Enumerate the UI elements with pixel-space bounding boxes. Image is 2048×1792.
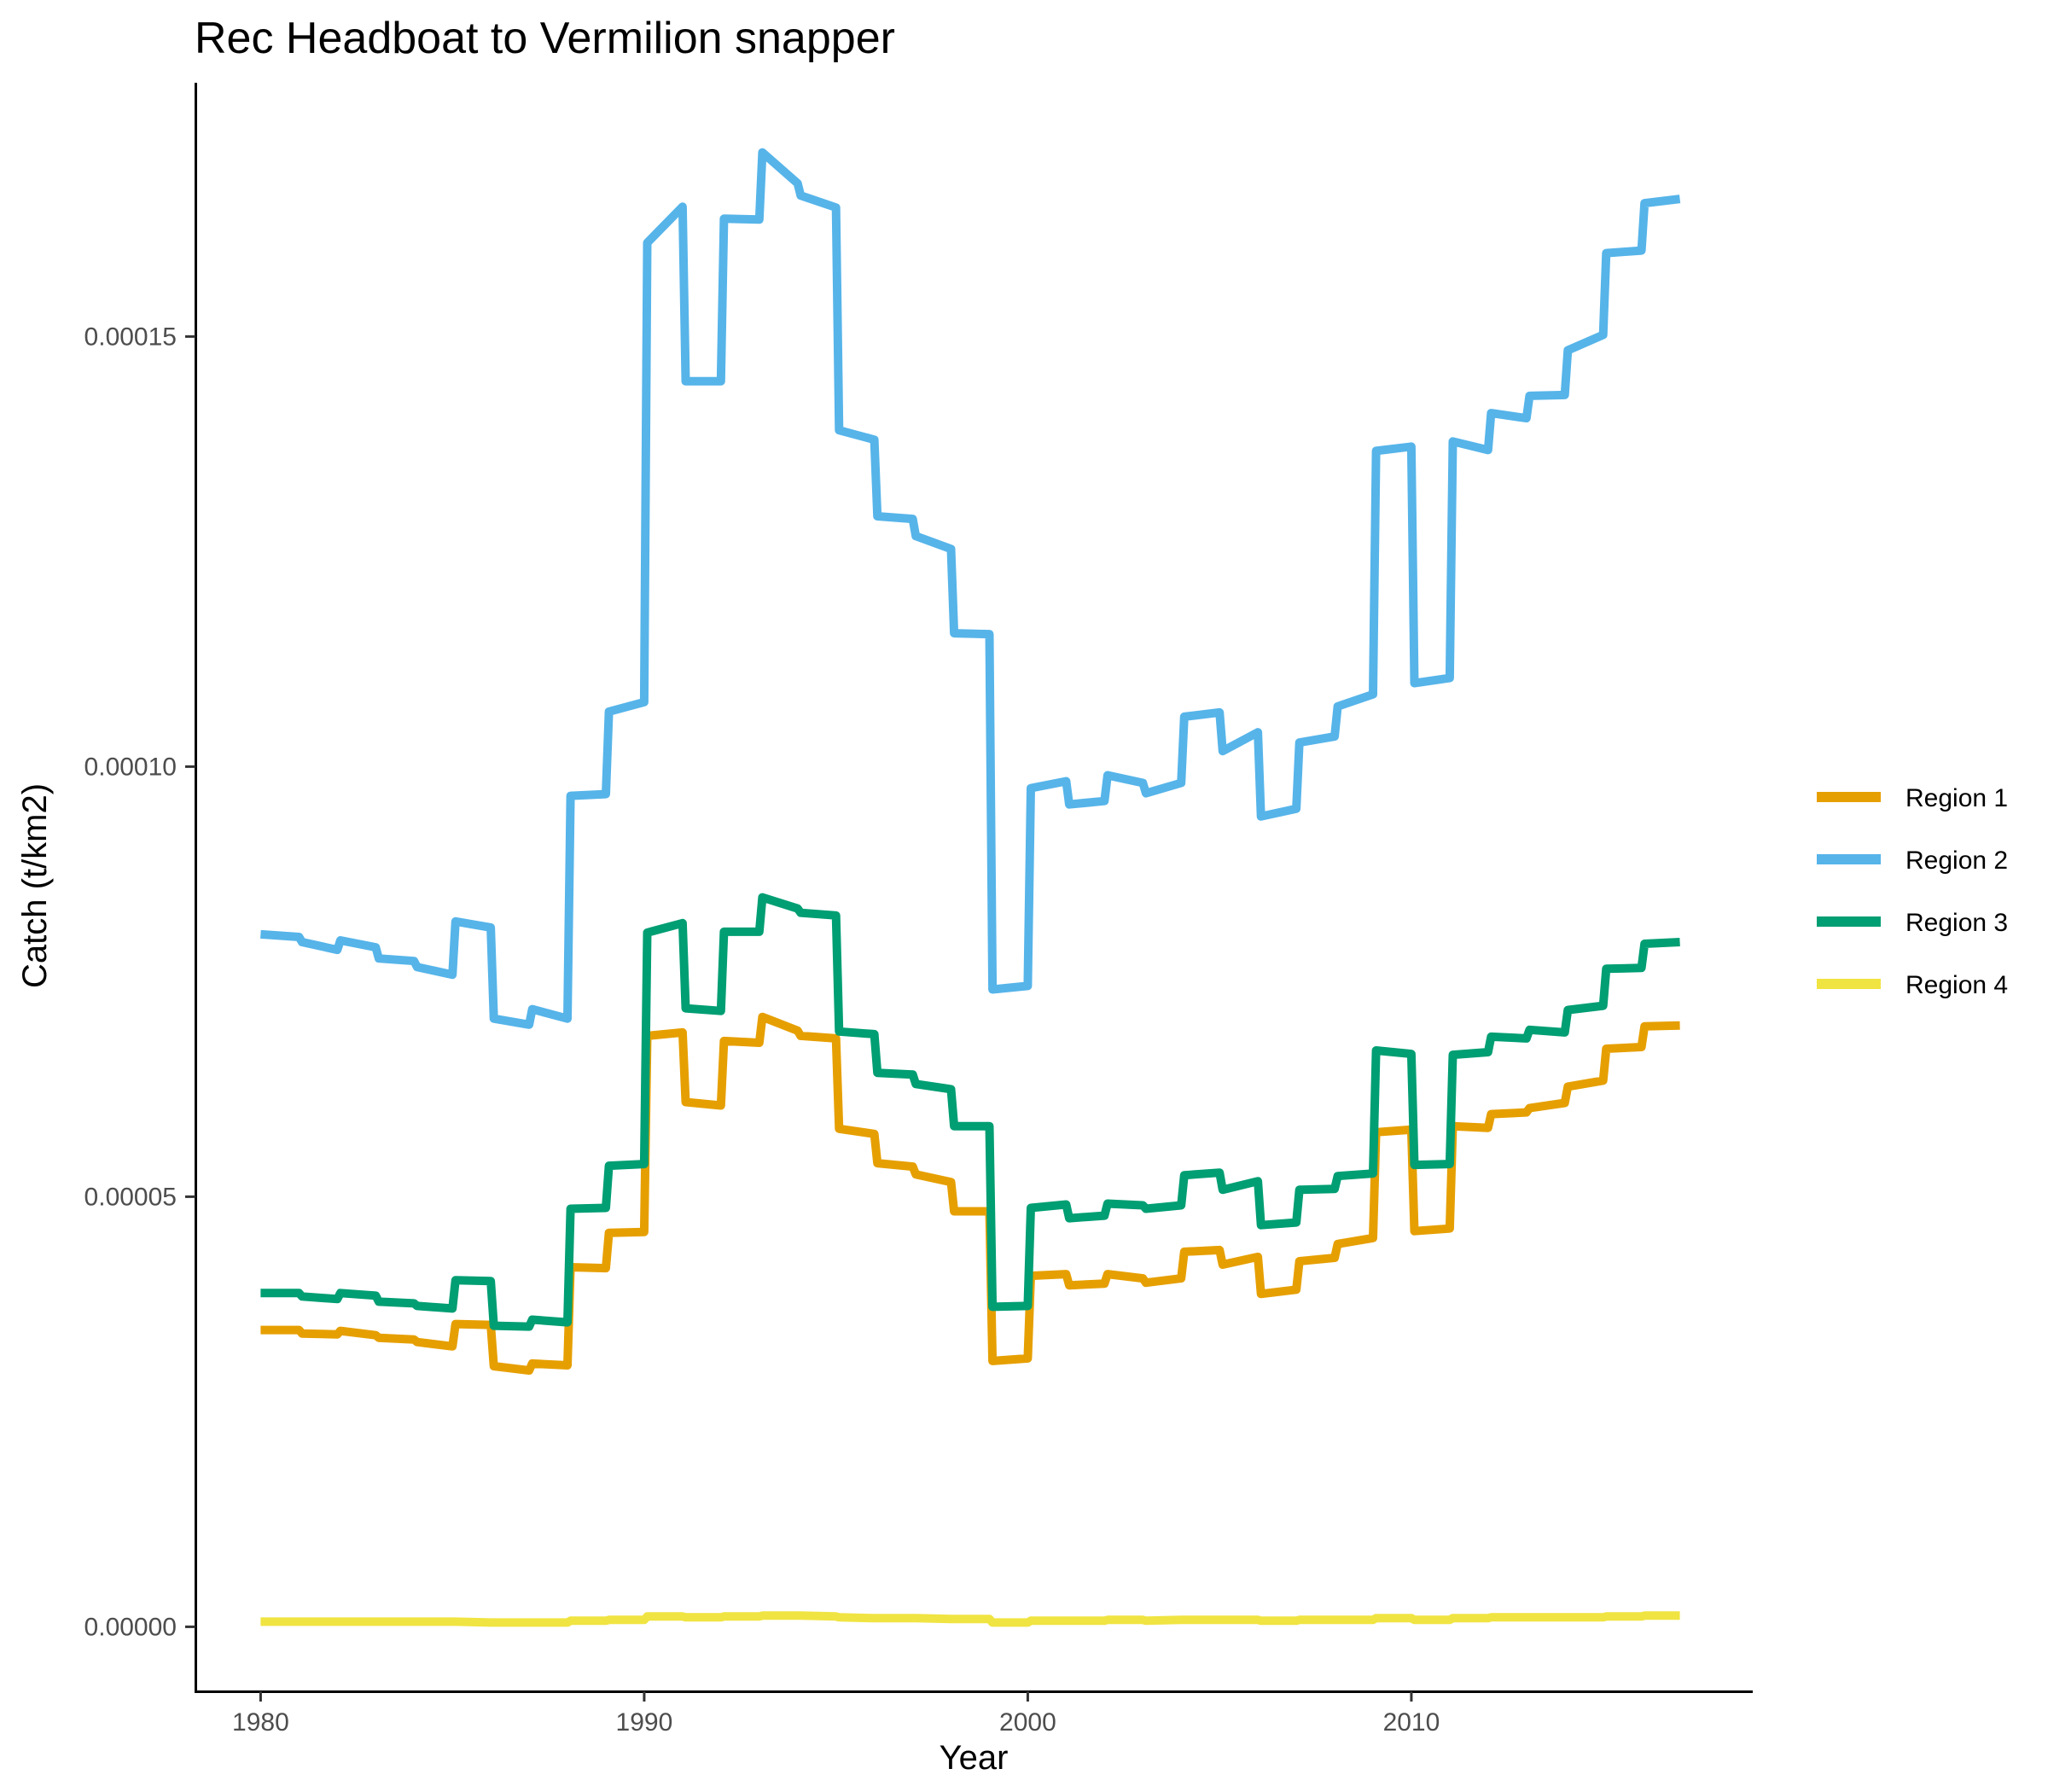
y-tick-label: 0.00015 [84,323,177,351]
y-axis-title: Catch (t/km2) [16,783,54,988]
series-group [260,148,1681,1627]
series-line-region-1 [260,1012,1680,1375]
legend-label-region-2: Region 2 [1905,847,2008,875]
legend-label-region-1: Region 1 [1905,784,2008,812]
series-line-region-4 [260,1611,1680,1627]
x-axis-ticks: 1980 1990 2000 2010 [232,1691,1440,1737]
y-tick-label: 0.00000 [84,1613,177,1641]
x-axis-title: Year [940,1739,1009,1777]
legend-label-region-3: Region 3 [1905,909,2008,937]
series-line-region-2 [260,148,1681,1029]
y-tick-label: 0.00010 [84,753,177,781]
x-tick-label: 1990 [616,1708,673,1737]
y-tick-label: 0.00005 [84,1183,177,1211]
x-tick-label: 2000 [999,1708,1056,1737]
x-tick-label: 2010 [1383,1708,1440,1737]
legend: Region 1 Region 2 Region 3 Region 4 [1817,784,2008,999]
x-tick-label: 1980 [232,1708,289,1737]
y-axis-ticks: 0.00000 0.00005 0.00010 0.00015 [84,323,195,1641]
legend-label-region-4: Region 4 [1905,971,2008,999]
series-line-region-3 [260,893,1680,1331]
chart-title: Rec Headboat to Vermilion snapper [195,14,895,63]
